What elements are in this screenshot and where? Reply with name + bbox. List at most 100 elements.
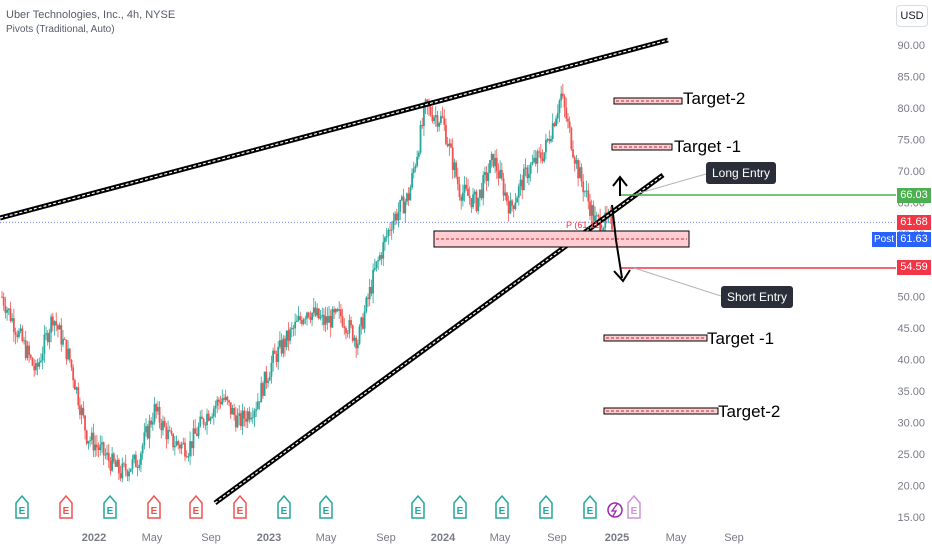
candle-body xyxy=(433,117,435,121)
long-entry-callout: Long Entry xyxy=(706,162,777,184)
candle-body xyxy=(439,116,442,124)
candle-body xyxy=(421,125,424,127)
earnings-marker-icon xyxy=(147,494,161,519)
candle-body xyxy=(209,417,212,421)
candle-body xyxy=(233,408,236,416)
earnings-marker-icon xyxy=(453,494,467,519)
candle-body xyxy=(478,189,481,198)
candle-body xyxy=(380,255,383,259)
candle-body xyxy=(551,123,554,140)
candle-body xyxy=(118,459,120,474)
candle-body xyxy=(323,314,325,325)
candle-body xyxy=(517,186,520,198)
candle-body xyxy=(521,179,524,191)
candle-body xyxy=(534,157,537,164)
candle-body xyxy=(95,444,98,448)
candle-body xyxy=(145,426,147,433)
candle-body xyxy=(190,441,193,449)
candle-body xyxy=(29,355,32,358)
y-tick-label: 45.00 xyxy=(897,323,925,335)
y-tick-label: 30.00 xyxy=(897,418,925,430)
candle-body xyxy=(528,173,530,179)
candle-body xyxy=(321,314,324,317)
candle-body xyxy=(134,454,137,468)
candle-body xyxy=(304,318,307,320)
candle-body xyxy=(31,357,34,366)
candle-body xyxy=(548,138,551,142)
candle-body xyxy=(402,196,405,214)
candle-body xyxy=(567,118,569,122)
lightning-glyph xyxy=(610,503,618,517)
candle-body xyxy=(180,443,183,449)
candle-body xyxy=(258,401,261,403)
candle-body xyxy=(329,315,332,328)
candle-body xyxy=(153,404,156,422)
candle-body xyxy=(206,413,208,426)
candle-body xyxy=(431,114,434,121)
candle-body xyxy=(116,459,119,467)
candle-body xyxy=(455,162,458,177)
candle-body xyxy=(311,312,313,320)
candle-body xyxy=(82,407,85,416)
candle-body xyxy=(28,345,31,356)
candle-body xyxy=(556,112,559,119)
candle-body xyxy=(353,337,356,341)
candle-body xyxy=(594,215,596,222)
candle-body xyxy=(529,164,532,174)
candle-body xyxy=(270,362,273,377)
candle-body xyxy=(217,399,220,402)
candle-body xyxy=(389,229,391,231)
candle-body xyxy=(477,197,480,211)
candle-body xyxy=(560,93,563,101)
candle-body xyxy=(290,327,293,330)
candle-body xyxy=(136,467,139,468)
candle-body xyxy=(51,316,54,326)
y-tick-label: 80.00 xyxy=(897,103,925,115)
candle-body xyxy=(385,236,388,238)
candle-body xyxy=(57,325,59,330)
candle-body xyxy=(519,179,522,187)
candle-body xyxy=(240,413,242,427)
candle-body xyxy=(499,169,502,179)
earnings-marker-icon xyxy=(15,494,29,519)
short-entry-price-label: 54.59 xyxy=(897,260,931,275)
candle-body xyxy=(194,428,197,434)
y-tick-label: 85.00 xyxy=(897,71,925,83)
candle-body xyxy=(545,139,547,153)
candle-body xyxy=(355,337,358,349)
candle-body xyxy=(411,173,413,188)
candle-body xyxy=(372,269,374,294)
candle-body xyxy=(212,408,215,417)
candle-body xyxy=(241,410,244,427)
candle-body xyxy=(245,418,247,422)
candle-body xyxy=(109,460,112,471)
candle-body xyxy=(438,123,441,127)
x-tick-label: 2025 xyxy=(605,532,629,544)
candle-body xyxy=(319,316,322,319)
candle-body xyxy=(297,316,300,321)
candle-body xyxy=(595,215,598,217)
candle-body xyxy=(79,405,81,415)
candle-body xyxy=(207,413,210,421)
candle-body xyxy=(472,194,474,208)
candle-body xyxy=(70,359,73,368)
candle-body xyxy=(277,346,280,363)
candle-body xyxy=(143,432,146,446)
candle-body xyxy=(140,453,142,465)
candle-body xyxy=(243,410,246,419)
candle-body xyxy=(72,367,75,381)
currency-button[interactable]: USD xyxy=(896,5,928,27)
x-tick-label: Sep xyxy=(376,532,396,544)
candlestick-series xyxy=(1,83,613,483)
candle-body xyxy=(267,380,269,383)
candle-body xyxy=(19,328,22,332)
candle-body xyxy=(575,160,578,164)
candle-body xyxy=(204,424,207,426)
earnings-marker-icon xyxy=(319,494,333,519)
x-tick-label: 2024 xyxy=(431,532,456,544)
candle-body xyxy=(97,447,100,451)
candle-body xyxy=(131,459,134,469)
candle-body xyxy=(33,365,36,371)
earnings-marker-icon xyxy=(59,494,73,519)
